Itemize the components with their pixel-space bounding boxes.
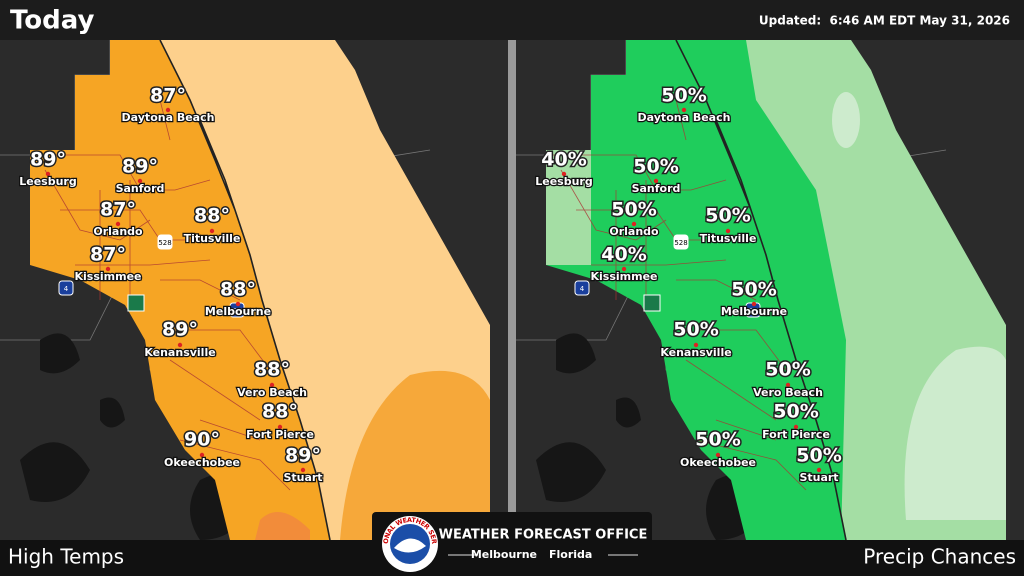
city-value: 89° xyxy=(162,319,198,341)
city-value: 50% xyxy=(765,359,810,381)
road-shield xyxy=(58,280,74,296)
city-dot xyxy=(105,266,111,272)
road-shield-number: 95 xyxy=(233,307,242,315)
city-name: Melbourne xyxy=(721,305,787,318)
city-value: 40% xyxy=(601,244,646,266)
city-dot xyxy=(235,301,241,307)
city-value: 50% xyxy=(796,445,841,467)
city-value: 89° xyxy=(30,149,66,171)
city-name: Kenansville xyxy=(660,346,731,359)
city-name: Kissimmee xyxy=(74,270,141,283)
road-shield xyxy=(574,280,590,296)
header-bar xyxy=(0,0,1024,40)
city-name: Sanford xyxy=(632,182,681,195)
city-layer: 528 95 4 50% Daytona Beach 40% Leesburg 50% Sanf… xyxy=(534,83,843,485)
city-value: 89° xyxy=(285,445,321,467)
city-name: Leesburg xyxy=(535,175,592,188)
logo-city: Melbourne xyxy=(471,548,537,561)
city-name: Kissimmee xyxy=(590,270,657,283)
city-dot xyxy=(793,424,799,430)
city-dot xyxy=(621,266,627,272)
city-dot xyxy=(751,301,757,307)
city-value: 88° xyxy=(254,359,290,381)
city-value: 50% xyxy=(695,429,740,451)
city-dot xyxy=(277,424,283,430)
city-name: Leesburg xyxy=(19,175,76,188)
city-dot xyxy=(165,107,171,113)
turnpike-sign xyxy=(643,294,661,312)
city-name: Vero Beach xyxy=(237,386,307,399)
city-name: Vero Beach xyxy=(753,386,823,399)
city-value: 88° xyxy=(194,205,230,227)
city-name: Stuart xyxy=(799,471,838,484)
city-dot xyxy=(137,178,143,184)
city-name: Okeechobee xyxy=(680,456,756,469)
road-shield-number: 528 xyxy=(674,239,687,247)
city-dot xyxy=(209,228,215,234)
high-temps-map: 528 95 4 87° Daytona Beach 89° Leesburg 89° Sanf… xyxy=(0,40,508,540)
road-shield xyxy=(157,234,173,250)
city-value: 90° xyxy=(184,429,220,451)
logo-title: WEATHER FORECAST OFFICE xyxy=(439,528,648,543)
city-name: Daytona Beach xyxy=(122,111,215,124)
city-dot xyxy=(115,221,121,227)
city-dot xyxy=(199,452,205,458)
logo-state: Florida xyxy=(549,548,592,561)
city-value: 89° xyxy=(122,156,158,178)
city-dot xyxy=(631,221,637,227)
city-value: 50% xyxy=(611,199,656,221)
city-value: 50% xyxy=(661,85,706,107)
road-shield-number: 95 xyxy=(749,307,758,315)
city-name: Titusville xyxy=(700,232,757,245)
road-shield-number: 4 xyxy=(64,285,69,293)
city-dot xyxy=(715,452,721,458)
city-dot xyxy=(816,467,822,473)
road-shield xyxy=(673,234,689,250)
city-name: Melbourne xyxy=(205,305,271,318)
city-dot xyxy=(785,382,791,388)
turnpike-sign xyxy=(127,294,145,312)
city-dot xyxy=(45,171,51,177)
city-name: Fort Pierce xyxy=(246,428,314,441)
divider xyxy=(508,40,516,540)
road-shield-number: 4 xyxy=(580,285,585,293)
city-name: Titusville xyxy=(184,232,241,245)
city-dot xyxy=(693,342,699,348)
city-name: Orlando xyxy=(93,225,143,238)
city-name: Okeechobee xyxy=(164,456,240,469)
precip-map: 528 95 4 50% Daytona Beach 40% Leesburg 50% Sanf… xyxy=(516,40,1024,540)
city-value: 50% xyxy=(773,401,818,423)
city-value: 50% xyxy=(673,319,718,341)
city-name: Sanford xyxy=(116,182,165,195)
city-value: 50% xyxy=(633,156,678,178)
city-dot xyxy=(300,467,306,473)
city-name: Stuart xyxy=(283,471,322,484)
city-dot xyxy=(725,228,731,234)
city-dot xyxy=(681,107,687,113)
title: Today xyxy=(10,6,95,36)
road-shield-number: 528 xyxy=(158,239,171,247)
left-panel-label: High Temps xyxy=(8,545,124,569)
city-dot xyxy=(269,382,275,388)
city-value: 87° xyxy=(100,199,136,221)
updated-time: Updated: 6:46 AM EDT May 31, 2026 xyxy=(759,14,1010,28)
city-value: 40% xyxy=(541,149,586,171)
city-value: 88° xyxy=(220,279,256,301)
city-dot xyxy=(653,178,659,184)
city-name: Daytona Beach xyxy=(638,111,731,124)
city-name: Fort Pierce xyxy=(762,428,830,441)
right-panel-label: Precip Chances xyxy=(863,545,1016,569)
city-value: 50% xyxy=(731,279,776,301)
city-name: Kenansville xyxy=(144,346,215,359)
city-value: 87° xyxy=(90,244,126,266)
city-dot xyxy=(177,342,183,348)
city-value: 88° xyxy=(262,401,298,423)
city-layer: 528 95 4 87° Daytona Beach 89° Leesburg 89° Sanf… xyxy=(18,83,324,485)
city-value: 50% xyxy=(705,205,750,227)
city-value: 87° xyxy=(150,85,186,107)
city-dot xyxy=(561,171,567,177)
city-name: Orlando xyxy=(609,225,659,238)
